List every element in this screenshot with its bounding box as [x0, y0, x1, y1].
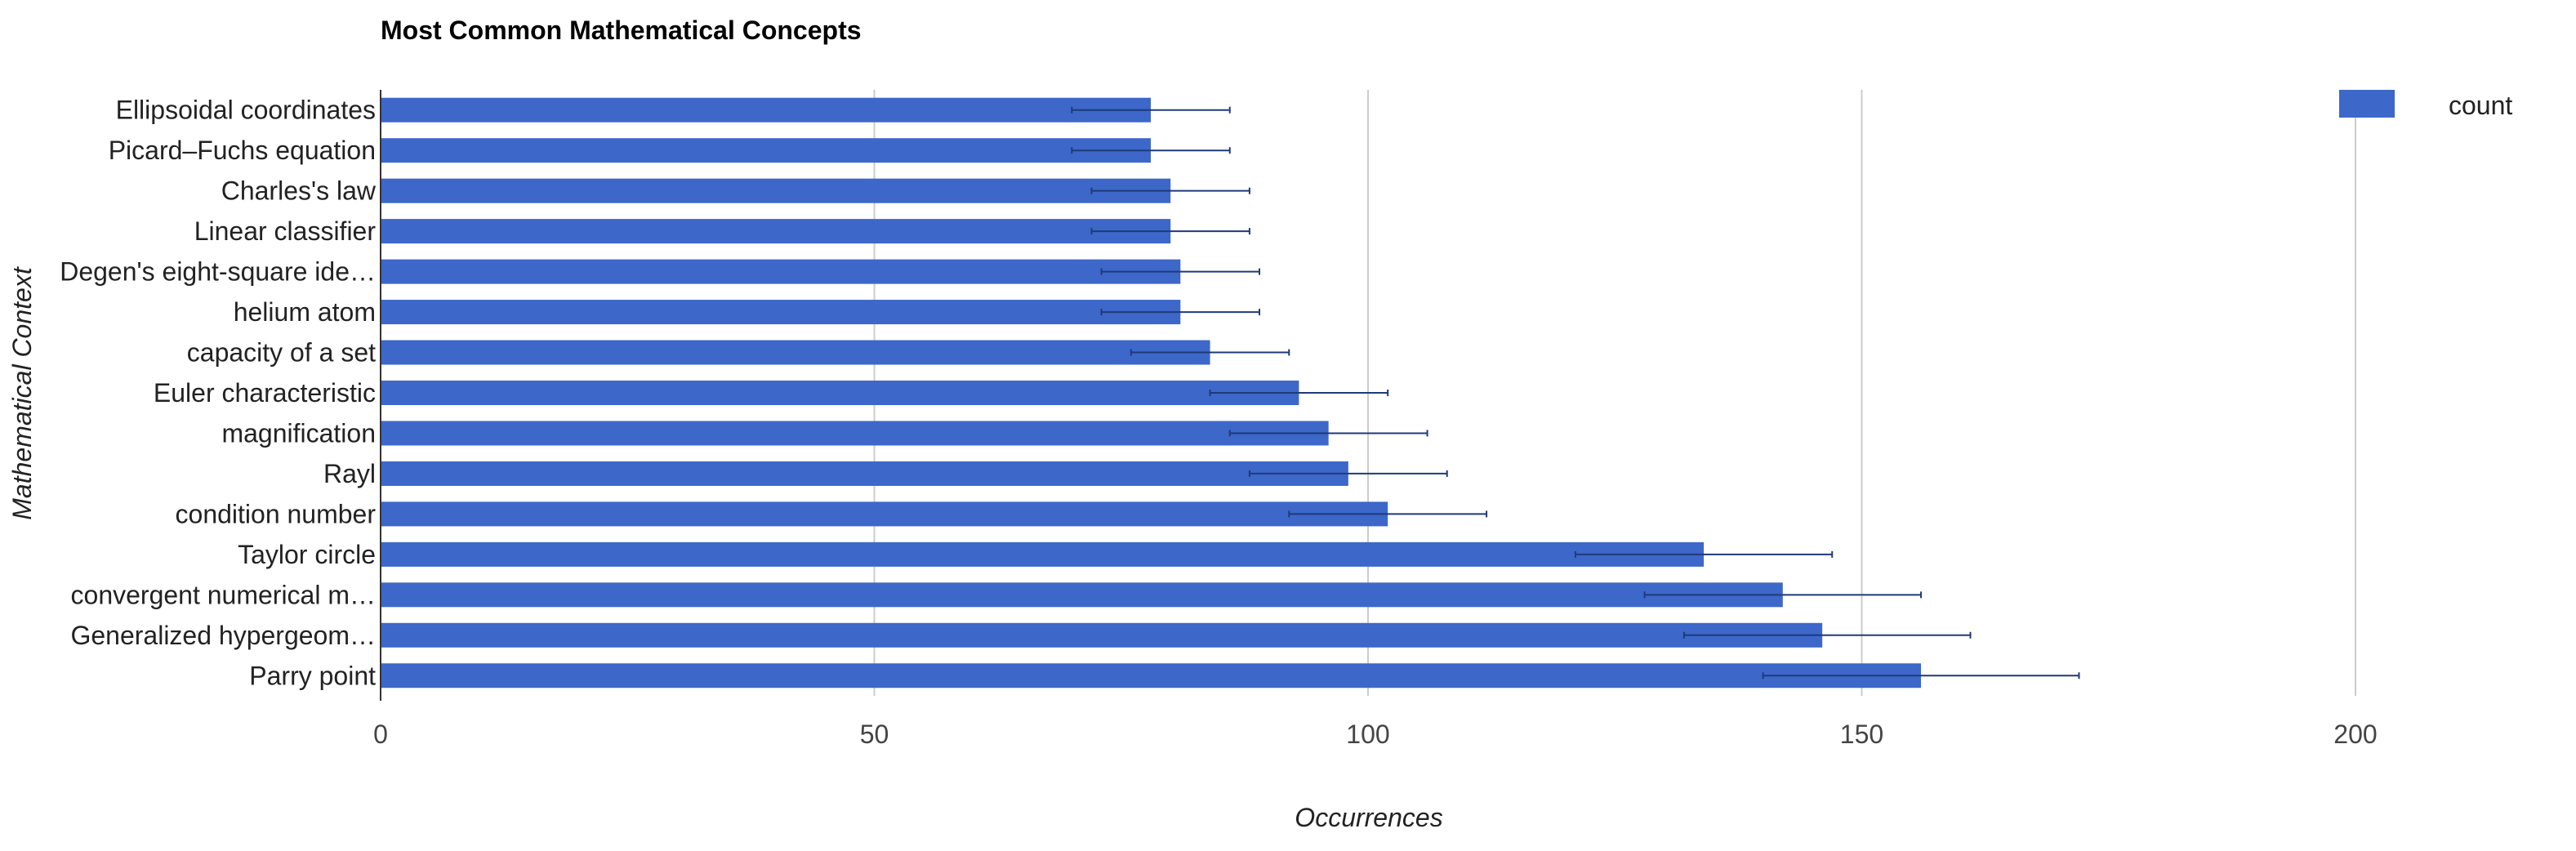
bar — [381, 97, 1152, 123]
category-label: condition number — [176, 499, 377, 528]
legend-swatch-count — [2339, 90, 2395, 118]
bar — [381, 340, 1210, 365]
bar — [381, 138, 1152, 163]
x-axis-title: Occurrences — [1295, 803, 1442, 832]
error-bar — [1574, 550, 1834, 558]
bar — [381, 178, 1171, 203]
category-label: Ellipsoidal coordinates — [116, 96, 376, 125]
bar — [381, 219, 1171, 244]
error-bar — [1100, 268, 1261, 275]
error-bar — [1209, 390, 1389, 396]
bar — [381, 461, 1348, 486]
bar — [381, 381, 1299, 405]
x-tick-label: 200 — [2333, 720, 2377, 749]
category-label: magnification — [221, 418, 376, 448]
category-label: Picard–Fuchs equation — [109, 136, 376, 165]
error-bar — [1288, 510, 1488, 518]
error-bar — [1071, 106, 1231, 114]
category-label: Degen's eight-square ide… — [60, 257, 376, 287]
y-axis-title: Mathematical Context — [7, 266, 37, 520]
category-label: convergent numerical m… — [71, 580, 376, 609]
error-bar — [1762, 672, 2080, 679]
category-label: helium atom — [234, 297, 376, 327]
x-tick-label: 50 — [860, 720, 889, 749]
x-tick-label: 100 — [1346, 720, 1389, 749]
error-bar — [1228, 430, 1428, 437]
x-tick-labels: 0 50 100 150 200 — [373, 720, 2378, 749]
category-labels: Ellipsoidal coordinates Picard–Fuchs equa… — [60, 96, 377, 691]
bar — [381, 582, 1783, 608]
bar — [381, 663, 1922, 688]
category-label: Parry point — [249, 661, 376, 690]
legend-label-count: count — [2449, 91, 2512, 120]
category-label: Rayl — [323, 459, 376, 488]
category-label: Euler characteristic — [154, 378, 376, 408]
error-bar — [1643, 591, 1923, 599]
bar — [381, 421, 1329, 446]
bar — [381, 259, 1181, 284]
error-bar — [1248, 470, 1448, 477]
category-label: Linear classifier — [194, 216, 377, 246]
chart-title: Most Common Mathematical Concepts — [381, 16, 862, 45]
category-label: Taylor circle — [238, 540, 376, 569]
error-bar — [1682, 631, 1972, 639]
bars — [381, 97, 1922, 688]
category-label: Generalized hypergeom… — [70, 621, 376, 650]
bar — [381, 501, 1388, 527]
error-bar — [1130, 349, 1290, 356]
error-bar — [1100, 309, 1261, 316]
bar — [381, 300, 1181, 325]
legend: count — [2339, 90, 2512, 120]
category-label: capacity of a set — [187, 338, 376, 368]
x-tick-label: 0 — [373, 720, 388, 749]
bar — [381, 622, 1823, 648]
error-bars — [1071, 106, 2080, 679]
category-label: Charles's law — [221, 176, 377, 206]
error-bar — [1090, 187, 1250, 194]
bar — [381, 541, 1705, 567]
x-tick-label: 150 — [1840, 720, 1883, 749]
error-bar — [1090, 228, 1250, 235]
error-bar — [1071, 147, 1231, 154]
